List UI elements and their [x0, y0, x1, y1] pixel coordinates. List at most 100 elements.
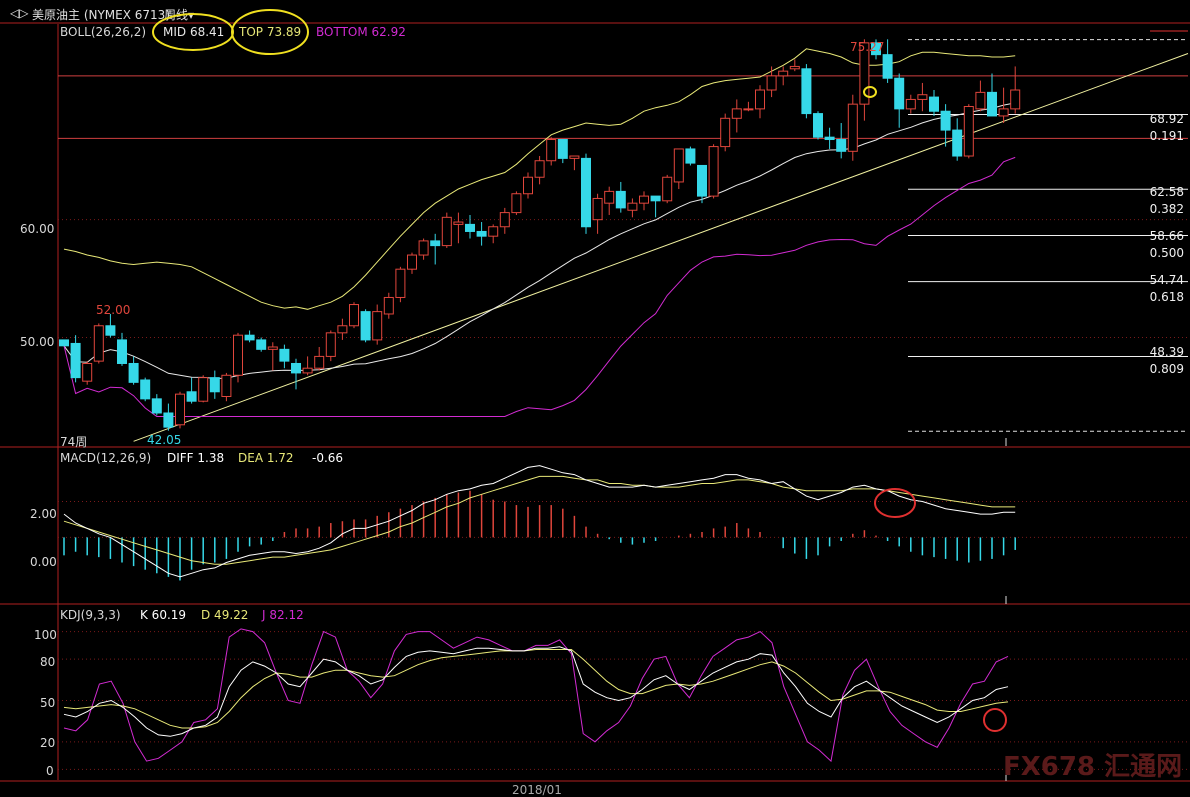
candle-body: [720, 117, 731, 148]
candle-body: [476, 230, 487, 237]
peak-price-label: 52.00: [96, 303, 131, 317]
macd-dea-label: DEA 1.72: [238, 451, 294, 465]
candle-body: [975, 91, 986, 110]
candle-body: [244, 334, 255, 341]
candle-body: [291, 362, 301, 374]
boll-bottom-line: [63, 156, 1016, 417]
candle-body: [546, 139, 557, 162]
candle-body: [639, 195, 649, 204]
y-tick-label: 2.00: [30, 507, 57, 521]
boll-indicator-label[interactable]: BOLL(26,26,2): [60, 25, 147, 39]
fib-price: 68.92: [1149, 112, 1184, 126]
candle-body: [465, 223, 475, 232]
candle-body: [604, 190, 615, 204]
kdj-d-label: D 49.22: [201, 608, 249, 622]
candle-body: [383, 296, 394, 315]
candle-body: [592, 197, 603, 221]
candle-body: [151, 398, 162, 414]
week-count-label: 74周: [60, 435, 88, 449]
y-tick-label: 0.00: [30, 555, 57, 569]
candle-body: [894, 77, 905, 110]
candle-body: [1010, 89, 1021, 110]
candle-body: [395, 268, 406, 298]
price-highlight-circle: [863, 86, 877, 98]
back-icon[interactable]: ◁▷: [10, 6, 29, 20]
macd-indicator-label[interactable]: MACD(12,26,9): [60, 451, 152, 465]
candle-body: [163, 412, 174, 428]
candle-body: [128, 362, 139, 383]
candle-body: [766, 75, 777, 91]
candle-body: [836, 139, 847, 152]
macd-diff-label: DIFF 1.38: [167, 451, 225, 465]
candle-body: [279, 348, 290, 362]
candle-body: [511, 193, 522, 214]
kdj-indicator-label[interactable]: KDJ(9,3,3): [60, 608, 121, 622]
macd-value-label: -0.66: [312, 451, 344, 465]
fib-ratio: 0.382: [1149, 202, 1184, 216]
candle-body: [209, 377, 220, 393]
candle-body: [755, 89, 765, 110]
fib-ratio: 0.618: [1149, 290, 1184, 304]
candle-body: [813, 113, 823, 138]
candle-body: [929, 96, 939, 112]
symbol-title: 美原油主 (NYMEX 6713): [32, 8, 170, 22]
candle-body: [349, 304, 359, 327]
low-price-label: 42.05: [147, 433, 182, 447]
fib-price: 48.39: [1149, 345, 1184, 359]
candle-body: [140, 379, 151, 400]
kdj-j-label: J 82.12: [262, 608, 304, 622]
candle-body: [59, 339, 69, 347]
candle-body: [662, 176, 673, 202]
fib-price: 54.74: [1149, 273, 1184, 287]
top-highlight-circle: [231, 9, 309, 55]
candle-body: [859, 42, 870, 105]
candle-body: [650, 195, 661, 202]
y-tick-label: 100: [34, 628, 57, 642]
kdj-k-label: K 60.19: [140, 608, 187, 622]
candle-body: [453, 221, 464, 225]
candle-body: [117, 339, 127, 364]
candle-body: [952, 129, 963, 157]
y-tick-label: 20: [40, 736, 56, 750]
kdj-k-line: [63, 646, 1009, 737]
candle-body: [337, 325, 348, 334]
y-tick-label: 80: [40, 655, 56, 669]
candle-body: [186, 391, 197, 402]
candle-body: [488, 226, 499, 237]
candle-body: [105, 325, 116, 336]
candle-body: [871, 42, 881, 56]
kdj-j-line: [63, 628, 1009, 763]
y-tick-label: 50: [40, 696, 56, 710]
candle-body: [267, 346, 278, 350]
macd-diff-line: [63, 465, 1016, 578]
candle-body: [233, 334, 243, 376]
boll-mid-label: MID 68.41: [163, 25, 225, 39]
candle-body: [93, 325, 104, 362]
candle-body: [256, 339, 267, 350]
boll-top-label: TOP 73.89: [239, 25, 302, 39]
fib-price: 62.58: [1149, 185, 1184, 199]
y-tick-label: 50.00: [20, 335, 55, 349]
candle-body: [360, 311, 371, 341]
candle-body: [778, 70, 789, 77]
candle-body: [198, 377, 209, 402]
candle-body: [905, 98, 916, 110]
candle-body: [82, 362, 93, 382]
macd-cross-circle: [874, 488, 916, 518]
fib-ratio: 0.809: [1149, 362, 1184, 376]
candle-body: [523, 176, 533, 195]
candle-body: [940, 110, 951, 131]
candle-body: [847, 103, 858, 152]
candle-body: [987, 91, 997, 117]
candle-body: [998, 108, 1009, 117]
candle-body: [418, 240, 429, 256]
candle-body: [221, 374, 232, 397]
candle-body: [569, 155, 580, 159]
candle-body: [615, 190, 626, 209]
candle-body: [708, 146, 719, 197]
candle-body: [882, 54, 893, 79]
fib-ratio: 0.191: [1149, 129, 1184, 143]
candle-body: [685, 148, 696, 164]
candle-body: [801, 68, 812, 115]
